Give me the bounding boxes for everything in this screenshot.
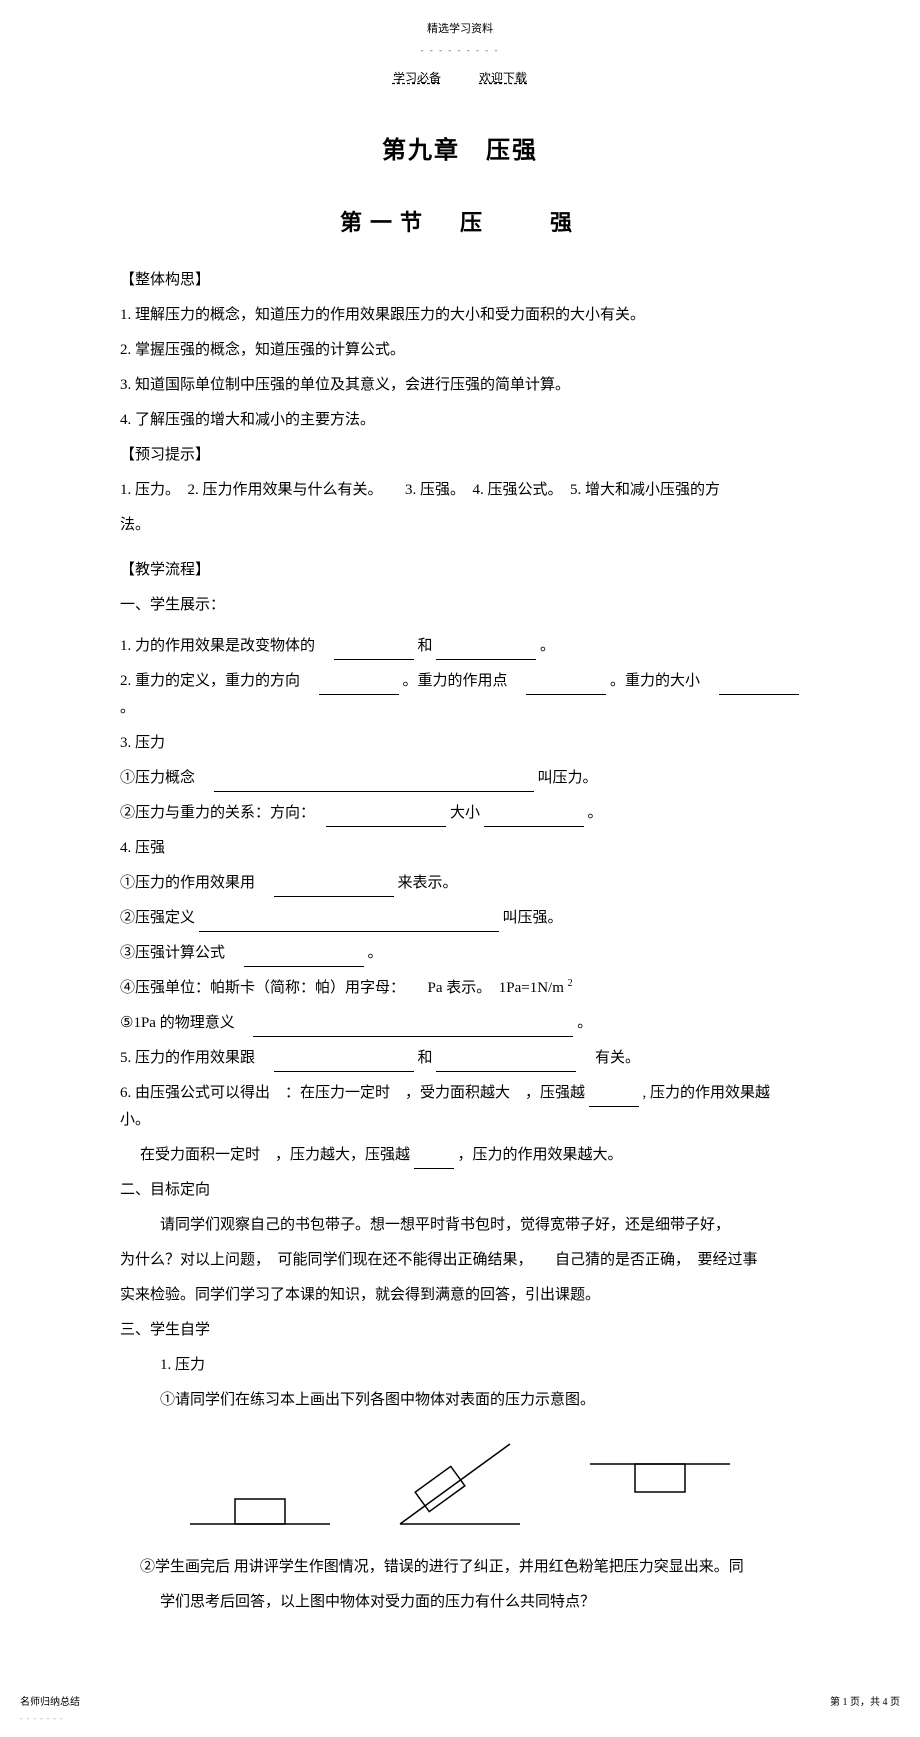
footer: 名师归纳总结 - - - - - - - 第 1 页，共 4 页 — [0, 1684, 920, 1736]
s3-1: 1. 压力 — [120, 1352, 800, 1379]
s3-1a: ①请同学们在练习本上画出下列各图中物体对表面的压力示意图。 — [120, 1387, 800, 1414]
text: ①压力的作用效果用 — [120, 875, 270, 891]
block1-item: 1. 理解压力的概念，知道压力的作用效果跟压力的大小和受力面积的大小有关。 — [120, 302, 800, 329]
section-title: 第一节 压 强 — [120, 203, 800, 243]
block1-item: 3. 知道国际单位制中压强的单位及其意义，会进行压强的简单计算。 — [120, 372, 800, 399]
text: 。重力的作用点 — [403, 673, 523, 689]
block2-line1: 1. 压力。 2. 压力作用效果与什么有关。 3. 压强。 4. 压强公式。 5… — [120, 477, 800, 504]
item-3: 3. 压力 — [120, 730, 800, 757]
text: ⑤1Pa 的物理意义 — [120, 1015, 250, 1031]
block1-item: 2. 掌握压强的概念，知道压强的计算公式。 — [120, 337, 800, 364]
item-3-1: ①压力概念 叫压力。 — [120, 765, 800, 792]
header-dashes-top: - - - - - - - - - — [0, 42, 920, 58]
item-2: 2. 重力的定义，重力的方向 。重力的作用点 。重力的大小 。 — [120, 668, 800, 722]
text: 大小 — [450, 805, 480, 821]
section-2: 二、目标定向 — [120, 1177, 800, 1204]
blank — [244, 949, 364, 967]
item-4-5: ⑤1Pa 的物理意义 。 — [120, 1010, 800, 1037]
header-sub-left: 学习必备 — [389, 71, 445, 85]
blank — [319, 677, 399, 695]
block2-title: 【预习提示】 — [120, 442, 800, 469]
footer-left-text: 名师归纳总结 — [20, 1694, 80, 1712]
text: ②压强定义 — [120, 910, 195, 926]
text: ③压强计算公式 — [120, 945, 240, 961]
text: ④压强单位：帕斯卡（简称：帕）用字母： Pa 表示。 1Pa=1N/m — [120, 980, 564, 996]
blank — [436, 642, 536, 660]
item-4-4: ④压强单位：帕斯卡（简称：帕）用字母： Pa 表示。 1Pa=1N/m 2 — [120, 975, 800, 1002]
text: 叫压力。 — [538, 770, 598, 786]
text: 有关。 — [580, 1050, 640, 1066]
item-4: 4. 压强 — [120, 835, 800, 862]
blank — [274, 879, 394, 897]
blank — [719, 677, 799, 695]
blank — [199, 914, 499, 932]
content: 第九章 压强 第一节 压 强 【整体构思】 1. 理解压力的概念，知道压力的作用… — [0, 90, 920, 1645]
text: 。 — [368, 945, 383, 961]
blank — [414, 1151, 454, 1169]
chapter-title: 第九章 压强 — [120, 130, 800, 173]
blank — [253, 1019, 573, 1037]
s2-line: 实来检验。同学们学习了本课的知识，就会得到满意的回答，引出课题。 — [120, 1282, 800, 1309]
header-sub: 学习必备 欢迎下载 — [0, 68, 920, 90]
text: 。重力的大小 — [610, 673, 715, 689]
text: 和 — [418, 638, 433, 654]
item-6b: 在受力面积一定时 ，压力越大，压强越 ，压力的作用效果越大。 — [120, 1142, 800, 1169]
blank — [526, 677, 606, 695]
text: ②压力与重力的关系：方向： — [120, 805, 323, 821]
item-1: 1. 力的作用效果是改变物体的 和 。 — [120, 633, 800, 660]
item-4-2: ②压强定义 叫压强。 — [120, 905, 800, 932]
section-1: 一、学生展示： — [120, 592, 800, 619]
text: ①压力概念 — [120, 770, 210, 786]
block3-title: 【教学流程】 — [120, 557, 800, 584]
blank — [436, 1054, 576, 1072]
item-4-3: ③压强计算公式 。 — [120, 940, 800, 967]
blank — [484, 809, 584, 827]
s2-line: 请同学们观察自己的书包带子。想一想平时背书包时，觉得宽带子好，还是细带子好， — [120, 1212, 800, 1239]
block1-title: 【整体构思】 — [120, 267, 800, 294]
blank — [274, 1054, 414, 1072]
text: 1. 力的作用效果是改变物体的 — [120, 638, 330, 654]
footer-left: 名师归纳总结 - - - - - - - — [20, 1694, 80, 1726]
text: 。 — [577, 1015, 592, 1031]
text: 来表示。 — [398, 875, 458, 891]
blank — [326, 809, 446, 827]
text: 和 — [418, 1050, 433, 1066]
header-sub-right: 欢迎下载 — [475, 71, 531, 85]
blank — [589, 1089, 639, 1107]
text: 5. 压力的作用效果跟 — [120, 1050, 270, 1066]
item-6: 6. 由压强公式可以得出 ：在压力一定时 ，受力面积越大 ，压强越 , 压力的作… — [120, 1080, 800, 1134]
text: 。 — [540, 638, 555, 654]
superscript: 2 — [568, 978, 573, 989]
diagram-incline — [380, 1434, 540, 1534]
s3-1b-l1: ②学生画完后 用讲评学生作图情况，错误的进行了纠正，并用红色粉笔把压力突显出来。… — [120, 1554, 800, 1581]
item-3-2: ②压力与重力的关系：方向： 大小 。 — [120, 800, 800, 827]
diagram-flat — [180, 1454, 340, 1534]
text: 。 — [588, 805, 603, 821]
text: 2. 重力的定义，重力的方向 — [120, 673, 315, 689]
s3-1b-l2: 学们思考后回答，以上图中物体对受力面的压力有什么共同特点？ — [120, 1589, 800, 1616]
section-3: 三、学生自学 — [120, 1317, 800, 1344]
text: 6. 由压强公式可以得出 ：在压力一定时 ，受力面积越大 ，压强越 — [120, 1085, 589, 1101]
s2-line: 为什么？对以上问题， 可能同学们现在还不能得出正确结果， 自己猜的是否正确， 要… — [120, 1247, 800, 1274]
diagram-row — [160, 1434, 760, 1534]
item-5: 5. 压力的作用效果跟 和 有关。 — [120, 1045, 800, 1072]
blank — [214, 774, 534, 792]
text: 在受力面积一定时 ，压力越大，压强越 — [140, 1147, 414, 1163]
blank — [334, 642, 414, 660]
diagram-hanging — [580, 1454, 740, 1534]
block2-line2: 法。 — [120, 512, 800, 539]
text: ，压力的作用效果越大。 — [458, 1147, 623, 1163]
text: 叫压强。 — [503, 910, 563, 926]
footer-right: 第 1 页，共 4 页 — [830, 1694, 900, 1726]
item-4-1: ①压力的作用效果用 来表示。 — [120, 870, 800, 897]
header-top: 精选学习资料 — [0, 0, 920, 42]
block1-item: 4. 了解压强的增大和减小的主要方法。 — [120, 407, 800, 434]
text: 。 — [120, 700, 135, 716]
footer-left-dashes: - - - - - - - — [20, 1712, 80, 1726]
